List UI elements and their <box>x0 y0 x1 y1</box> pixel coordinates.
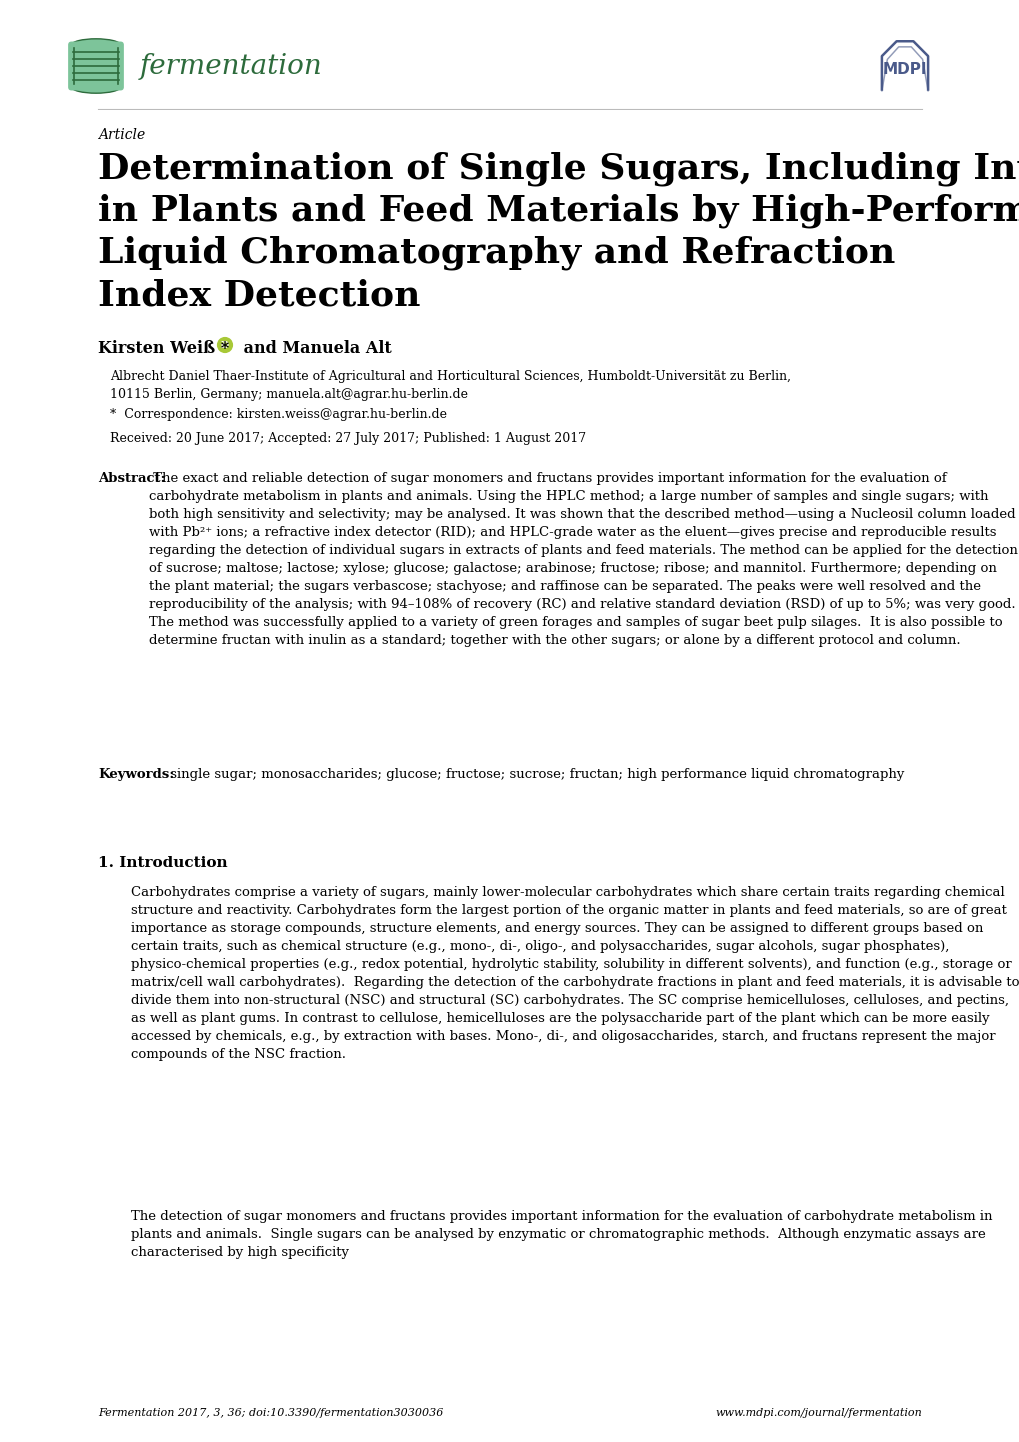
Text: Article: Article <box>98 128 145 141</box>
Text: MDPI: MDPI <box>881 62 926 76</box>
Text: Received: 20 June 2017; Accepted: 27 July 2017; Published: 1 August 2017: Received: 20 June 2017; Accepted: 27 Jul… <box>110 433 586 446</box>
Text: Abstract:: Abstract: <box>98 472 165 485</box>
Text: Liquid Chromatography and Refraction: Liquid Chromatography and Refraction <box>98 236 895 271</box>
Text: 1. Introduction: 1. Introduction <box>98 857 227 870</box>
Text: in Plants and Feed Materials by High-Performance: in Plants and Feed Materials by High-Per… <box>98 195 1019 228</box>
Ellipse shape <box>71 81 120 94</box>
Text: fermentation: fermentation <box>140 53 322 81</box>
Text: Keywords:: Keywords: <box>98 769 174 782</box>
Text: Carbohydrates comprise a variety of sugars, mainly lower-molecular carbohydrates: Carbohydrates comprise a variety of suga… <box>130 885 1018 1061</box>
Ellipse shape <box>71 39 120 50</box>
Text: Index Detection: Index Detection <box>98 278 420 311</box>
Text: *  Correspondence: kirsten.weiss@agrar.hu-berlin.de: * Correspondence: kirsten.weiss@agrar.hu… <box>110 408 446 421</box>
Circle shape <box>217 337 233 353</box>
Text: Albrecht Daniel Thaer-Institute of Agricultural and Horticultural Sciences, Humb: Albrecht Daniel Thaer-Institute of Agric… <box>110 371 790 384</box>
Text: single sugar; monosaccharides; glucose; fructose; sucrose; fructan; high perform: single sugar; monosaccharides; glucose; … <box>166 769 904 782</box>
Text: www.mdpi.com/journal/fermentation: www.mdpi.com/journal/fermentation <box>714 1407 921 1417</box>
Text: The exact and reliable detection of sugar monomers and fructans provides importa: The exact and reliable detection of suga… <box>149 472 1017 647</box>
Text: Kirsten Weiß *: Kirsten Weiß * <box>98 340 234 358</box>
Text: and Manuela Alt: and Manuela Alt <box>237 340 391 358</box>
Text: Determination of Single Sugars, Including Inulin,: Determination of Single Sugars, Includin… <box>98 151 1019 186</box>
FancyBboxPatch shape <box>68 42 123 91</box>
Text: 10115 Berlin, Germany; manuela.alt@agrar.hu-berlin.de: 10115 Berlin, Germany; manuela.alt@agrar… <box>110 388 468 401</box>
Text: Fermentation 2017, 3, 36; doi:10.3390/fermentation3030036: Fermentation 2017, 3, 36; doi:10.3390/fe… <box>98 1407 443 1417</box>
Text: The detection of sugar monomers and fructans provides important information for : The detection of sugar monomers and fruc… <box>130 1210 991 1259</box>
Text: iD: iD <box>220 340 229 349</box>
